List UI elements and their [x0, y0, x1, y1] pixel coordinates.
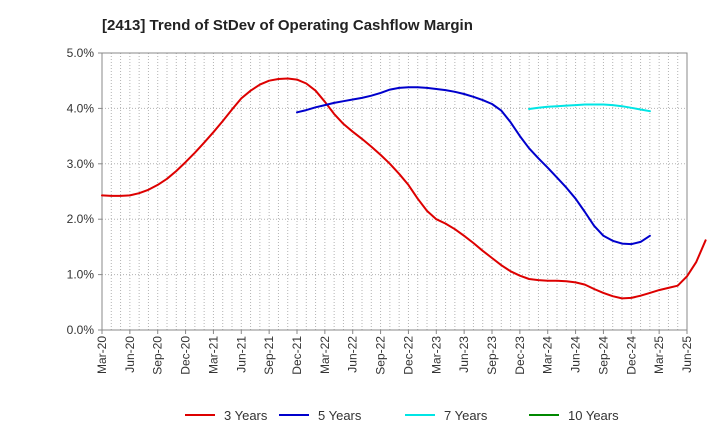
x-tick-label: Sep-22 — [374, 336, 388, 375]
x-tick-label: Dec-23 — [513, 336, 527, 375]
legend: 3 Years 5 Years 7 Years 10 Years — [185, 408, 619, 423]
x-tick-label: Dec-20 — [179, 336, 193, 375]
legend-label-3-years: 3 Years — [224, 408, 268, 423]
legend-label-5-years: 5 Years — [318, 408, 362, 423]
y-tick-label: 2.0% — [67, 212, 95, 226]
x-tick-label: Jun-23 — [457, 336, 471, 373]
x-tick-label: Dec-24 — [624, 336, 638, 375]
y-tick-label: 3.0% — [67, 157, 95, 171]
x-tick-label: Mar-20 — [95, 336, 109, 374]
y-tick-label: 1.0% — [67, 268, 95, 282]
series-line-5-years — [296, 86, 651, 246]
x-tick-label: Mar-22 — [318, 336, 332, 374]
x-tick-label: Jun-24 — [569, 336, 583, 373]
y-tick-label: 5.0% — [67, 46, 95, 60]
x-tick-label: Sep-24 — [596, 336, 610, 375]
axes-layer: 0.0% 1.0% 2.0% 3.0% 4.0% 5.0% Mar-20 Jun-20 Sep-… — [67, 46, 694, 375]
x-tick-label: Jun-20 — [123, 336, 137, 373]
x-tick-label: Jun-22 — [346, 336, 360, 373]
x-tick-label: Sep-20 — [151, 336, 165, 375]
plot-frame — [101, 52, 688, 331]
series-line-7-years — [528, 103, 651, 113]
series-line-3-years — [101, 77, 707, 300]
series-layer — [101, 77, 707, 300]
x-tick-label: Sep-23 — [485, 336, 499, 375]
legend-label-10-years: 10 Years — [568, 408, 619, 423]
x-tick-label: Mar-23 — [429, 336, 443, 374]
x-tick-label: Dec-21 — [290, 336, 304, 375]
x-tick-label: Dec-22 — [401, 336, 415, 375]
x-tick-label: Sep-21 — [262, 336, 276, 375]
x-tick-label: Jun-25 — [680, 336, 694, 373]
x-tick-label: Mar-25 — [652, 336, 666, 374]
legend-label-7-years: 7 Years — [444, 408, 488, 423]
grid-layer — [102, 52, 687, 330]
chart-title: [2413] Trend of StDev of Operating Cashf… — [102, 17, 473, 34]
x-tick-label: Mar-24 — [541, 336, 555, 374]
y-tick-label: 4.0% — [67, 101, 95, 115]
x-tick-label: Mar-21 — [206, 336, 220, 374]
x-tick-label: Jun-21 — [234, 336, 248, 373]
y-tick-label: 0.0% — [67, 323, 95, 337]
